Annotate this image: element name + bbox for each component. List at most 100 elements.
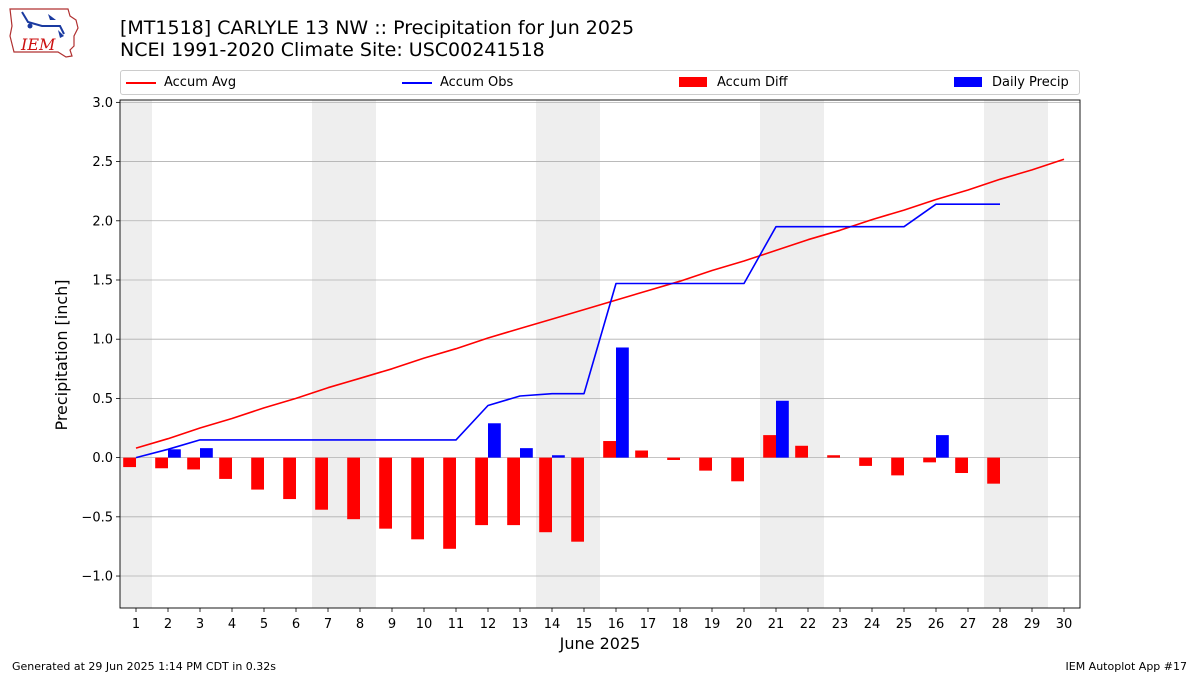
gridlines xyxy=(120,101,1080,577)
x-tick-label: 2 xyxy=(164,617,172,632)
accum-diff-bar-day-18 xyxy=(667,457,680,460)
x-tick-label: 30 xyxy=(1056,617,1073,632)
accum-avg-line xyxy=(135,158,1065,449)
weekend-shade-day-29 xyxy=(1016,100,1048,608)
accum-diff-bar-day-3 xyxy=(187,457,200,470)
accum-diff-bar-day-8 xyxy=(347,457,360,520)
footer-generated: Generated at 29 Jun 2025 1:14 PM CDT in … xyxy=(12,660,277,673)
x-tick-label: 16 xyxy=(608,617,625,632)
iem-logo: IEM xyxy=(8,6,80,60)
y-tick-label: 2.0 xyxy=(92,214,113,229)
legend-label-accum-diff: Accum Diff xyxy=(717,75,788,90)
x-tick-label: 7 xyxy=(324,617,332,632)
y-tick-label: 0.5 xyxy=(92,392,113,407)
x-tick-label: 1 xyxy=(132,617,140,632)
accum-diff-bar-day-5 xyxy=(251,457,264,490)
bar-series xyxy=(123,347,1000,549)
accum-diff-bar-day-14 xyxy=(539,457,552,533)
x-tick-label: 19 xyxy=(704,617,721,632)
accum-diff-bar-day-26 xyxy=(923,457,936,463)
accum-diff-bar-day-9 xyxy=(379,457,392,529)
accum-diff-bar-day-23 xyxy=(827,455,840,458)
accum-diff-bar-day-11 xyxy=(443,457,456,549)
x-tick-label: 6 xyxy=(292,617,300,632)
accum-diff-bar-day-1 xyxy=(123,457,136,468)
x-tick-label: 26 xyxy=(928,617,945,632)
x-tick-label: 18 xyxy=(672,617,689,632)
x-tick-label: 27 xyxy=(960,617,977,632)
x-tick-label: 15 xyxy=(576,617,593,632)
daily-precip-bar-day-3 xyxy=(200,448,213,458)
x-tick-label: 5 xyxy=(260,617,268,632)
x-tick-label: 13 xyxy=(512,617,529,632)
x-tick-label: 23 xyxy=(832,617,849,632)
y-axis-label: Precipitation [inch] xyxy=(52,279,71,430)
logo-text: IEM xyxy=(20,35,56,54)
legend-label-accum-obs: Accum Obs xyxy=(440,75,514,90)
accum-diff-bar-day-21 xyxy=(763,435,776,458)
y-tick-label: 2.5 xyxy=(92,155,113,170)
y-tick-label: 1.0 xyxy=(92,333,113,348)
accum-diff-bar-day-17 xyxy=(635,450,648,458)
x-tick-label: 14 xyxy=(544,617,561,632)
accum-diff-bar-day-6 xyxy=(283,457,296,500)
y-tick-label: −1.0 xyxy=(81,570,113,585)
x-tick-label: 11 xyxy=(448,617,465,632)
y-tick-label: 0.0 xyxy=(92,451,113,466)
accum-diff-bar-day-13 xyxy=(507,457,520,526)
chart-title: [MT1518] CARLYLE 13 NW :: Precipitation … xyxy=(120,17,634,61)
daily-precip-bar-day-26 xyxy=(936,435,949,458)
weekend-shade-day-28 xyxy=(984,100,1016,608)
daily-precip-bar-day-16 xyxy=(616,347,629,458)
accum-diff-bar-day-2 xyxy=(155,457,168,469)
x-tick-label: 17 xyxy=(640,617,657,632)
accum-diff-bar-day-22 xyxy=(795,445,808,458)
weekend-shading xyxy=(120,100,1048,608)
accum-diff-bar-day-12 xyxy=(475,457,488,526)
line-series xyxy=(135,158,1065,459)
daily-precip-bar-day-13 xyxy=(520,448,533,458)
accum-diff-bar-day-4 xyxy=(219,457,232,479)
legend-line-accum-obs xyxy=(402,82,432,84)
x-tick-label: 28 xyxy=(992,617,1009,632)
y-tick-label: 3.0 xyxy=(92,96,113,111)
daily-precip-bar-day-12 xyxy=(488,423,501,458)
x-tick-label: 29 xyxy=(1024,617,1041,632)
accum-diff-bar-day-25 xyxy=(891,457,904,476)
y-tick-label: −0.5 xyxy=(81,510,113,525)
legend-patch-daily-precip xyxy=(954,77,982,87)
daily-precip-bar-day-21 xyxy=(776,400,789,458)
accum-diff-bar-day-15 xyxy=(571,457,584,542)
accum-diff-bar-day-7 xyxy=(315,457,328,510)
x-tick-label: 3 xyxy=(196,617,204,632)
weekend-shade-day-22 xyxy=(792,100,824,608)
legend-label-accum-avg: Accum Avg xyxy=(164,75,237,90)
x-tick-label: 22 xyxy=(800,617,817,632)
accum-diff-bar-day-16 xyxy=(603,441,616,458)
legend-label-daily-precip: Daily Precip xyxy=(992,75,1069,90)
chart-legend: Accum Avg Accum Obs Accum Diff Daily Pre… xyxy=(120,70,1080,95)
footer-app: IEM Autoplot App #17 xyxy=(1065,660,1188,673)
x-tick-label: 4 xyxy=(228,617,236,632)
x-tick-label: 10 xyxy=(416,617,433,632)
chart-title-line2: NCEI 1991-2020 Climate Site: USC00241518 xyxy=(120,39,545,61)
x-tick-label: 24 xyxy=(864,617,881,632)
weekend-shade-day-7 xyxy=(312,100,344,608)
x-tick-label: 8 xyxy=(356,617,364,632)
x-tick-label: 9 xyxy=(388,617,396,632)
accum-diff-bar-day-20 xyxy=(731,457,744,482)
accum-diff-bar-day-10 xyxy=(411,457,424,540)
accum-diff-bar-day-19 xyxy=(699,457,712,471)
accum-obs-line xyxy=(135,203,1000,459)
accum-diff-bar-day-27 xyxy=(955,457,968,474)
y-tick-label: 1.5 xyxy=(92,273,113,288)
x-tick-label: 12 xyxy=(480,617,497,632)
legend-patch-accum-diff xyxy=(679,77,707,87)
chart-title-line1: [MT1518] CARLYLE 13 NW :: Precipitation … xyxy=(120,17,635,39)
daily-precip-bar-day-14 xyxy=(552,455,565,458)
axes: −1.0−0.50.00.51.01.52.02.53.01 2 3 4 5 6 7 8 9 10… xyxy=(81,96,1081,632)
x-axis-label: June 2025 xyxy=(559,634,641,653)
iem-logo-icon: IEM xyxy=(9,8,79,58)
weekend-shade-day-8 xyxy=(344,100,376,608)
